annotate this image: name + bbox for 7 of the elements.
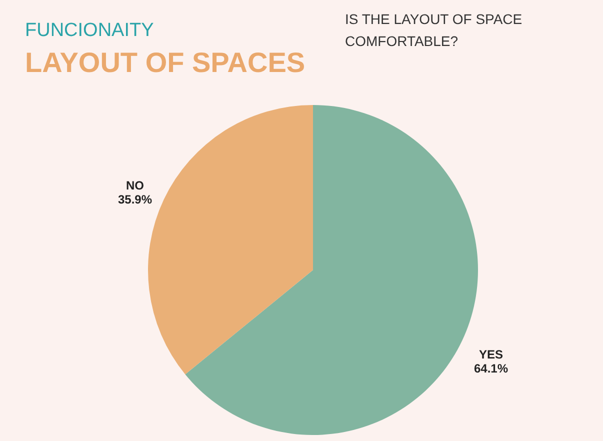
- chart-subtitle: FUNCIONAITY: [25, 20, 154, 41]
- data-label: 64.1%: [474, 361, 508, 376]
- data-label: 35.9%: [118, 192, 152, 207]
- slice-label: NO: [126, 178, 144, 193]
- slice-label: YES: [478, 347, 503, 362]
- text: IS THE LAYOUT OF SPACE COMFORTABLE?: [345, 11, 522, 49]
- chart-title: LAYOUT OF SPACES: [25, 47, 306, 78]
